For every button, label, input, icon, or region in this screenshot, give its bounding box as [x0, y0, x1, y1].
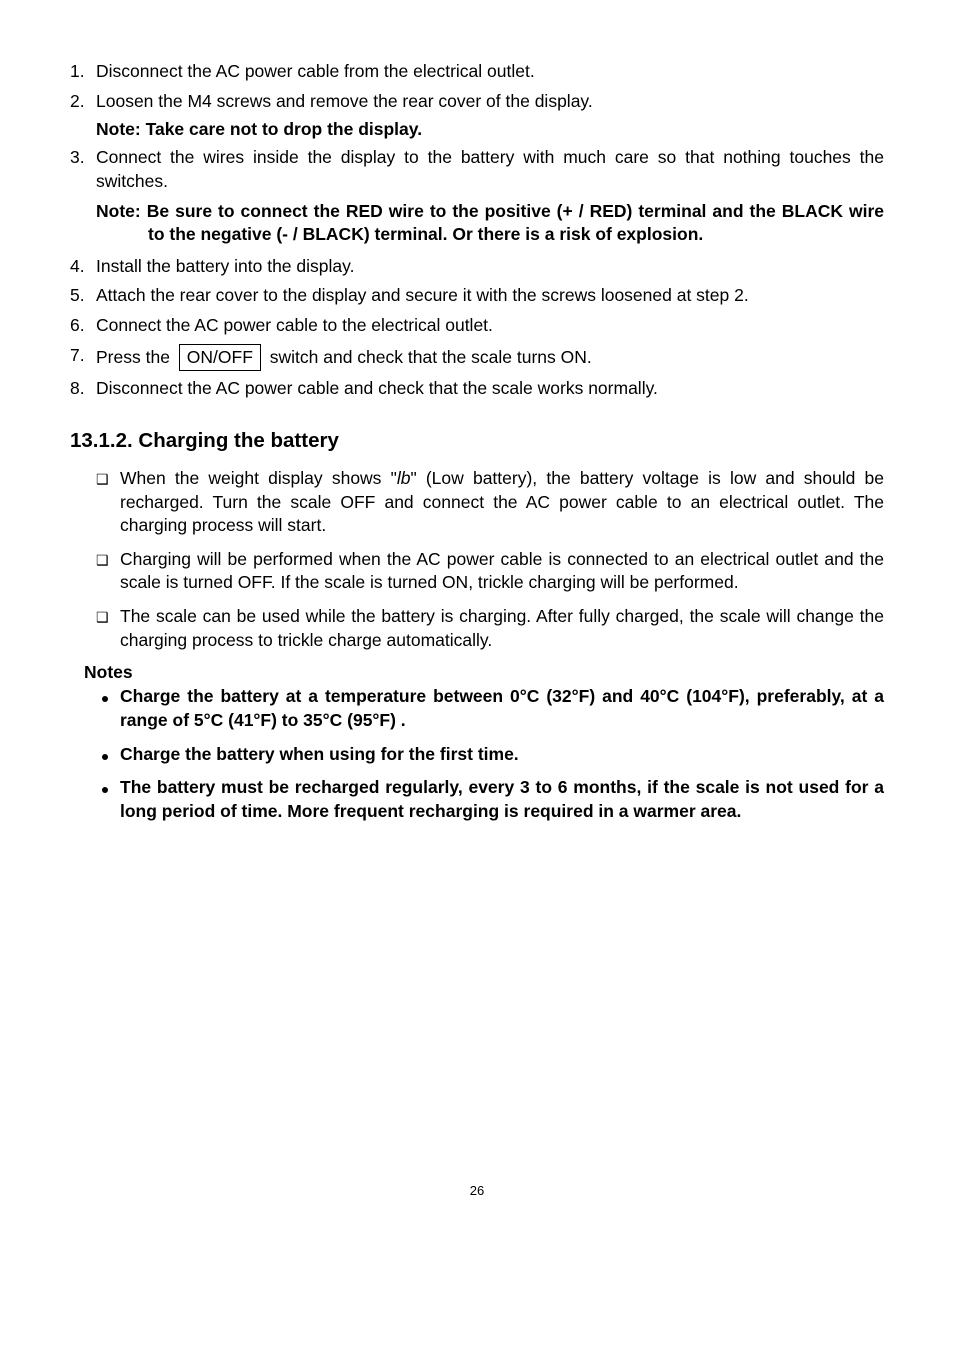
dot-bullet-icon	[102, 743, 120, 767]
step-number: 1.	[70, 60, 96, 84]
dot-bullet-icon	[102, 685, 120, 732]
step-text: Connect the AC power cable to the electr…	[96, 314, 884, 338]
note-text: Charge the battery when using for the fi…	[120, 743, 884, 767]
notes-header: Notes	[70, 662, 884, 683]
step-number: 8.	[70, 377, 96, 401]
note-body: Be sure to connect the RED wire to the p…	[147, 201, 884, 245]
step-number: 6.	[70, 314, 96, 338]
note-bullet-3: The battery must be recharged regularly,…	[70, 776, 884, 823]
step-7-pre: Press the	[96, 347, 175, 367]
info-bullet-2: ❑ Charging will be performed when the AC…	[70, 548, 884, 595]
info-bullet-3: ❑ The scale can be used while the batter…	[70, 605, 884, 652]
square-bullet-icon: ❑	[96, 467, 120, 538]
page-number: 26	[70, 1183, 884, 1198]
step-text: Connect the wires inside the display to …	[96, 146, 884, 193]
step-number: 7.	[70, 344, 96, 372]
step-1: 1. Disconnect the AC power cable from th…	[70, 60, 884, 84]
step-7: 7. Press the ON/OFF switch and check tha…	[70, 344, 884, 372]
step-text: Press the ON/OFF switch and check that t…	[96, 344, 884, 372]
step-number: 4.	[70, 255, 96, 279]
dot-bullet-icon	[102, 776, 120, 823]
step-text: Loosen the M4 screws and remove the rear…	[96, 90, 884, 114]
note-bullet-1: Charge the battery at a temperature betw…	[70, 685, 884, 732]
step-text: Disconnect the AC power cable and check …	[96, 377, 884, 401]
page-content: 1. Disconnect the AC power cable from th…	[0, 0, 954, 1238]
step-3: 3. Connect the wires inside the display …	[70, 146, 884, 193]
step-2: 2. Loosen the M4 screws and remove the r…	[70, 90, 884, 114]
bullet-text: Charging will be performed when the AC p…	[120, 548, 884, 595]
lb-display-symbol: lb	[397, 468, 411, 488]
step-8: 8. Disconnect the AC power cable and che…	[70, 377, 884, 401]
step-number: 5.	[70, 284, 96, 308]
step-4: 4. Install the battery into the display.	[70, 255, 884, 279]
section-heading: 13.1.2. Charging the battery	[70, 429, 884, 453]
step-2-note: Note: Take care not to drop the display.	[70, 119, 884, 140]
bullet-text: The scale can be used while the battery …	[120, 605, 884, 652]
note-prefix: Note:	[96, 201, 147, 221]
bullet-text: When the weight display shows "lb" (Low …	[120, 467, 884, 538]
step-6: 6. Connect the AC power cable to the ele…	[70, 314, 884, 338]
note-bullet-2: Charge the battery when using for the fi…	[70, 743, 884, 767]
step-text: Disconnect the AC power cable from the e…	[96, 60, 884, 84]
step-3-note: Note: Be sure to connect the RED wire to…	[70, 200, 884, 247]
step-number: 2.	[70, 90, 96, 114]
on-off-button-label: ON/OFF	[179, 344, 261, 372]
step-7-post: switch and check that the scale turns ON…	[265, 347, 592, 367]
square-bullet-icon: ❑	[96, 548, 120, 595]
square-bullet-icon: ❑	[96, 605, 120, 652]
step-5: 5. Attach the rear cover to the display …	[70, 284, 884, 308]
step-number: 3.	[70, 146, 96, 193]
info-bullet-1: ❑ When the weight display shows "lb" (Lo…	[70, 467, 884, 538]
step-text: Attach the rear cover to the display and…	[96, 284, 884, 308]
step-text: Install the battery into the display.	[96, 255, 884, 279]
b1-pre: When the weight display shows "	[120, 468, 397, 488]
note-text: Charge the battery at a temperature betw…	[120, 685, 884, 732]
note-text: The battery must be recharged regularly,…	[120, 776, 884, 823]
